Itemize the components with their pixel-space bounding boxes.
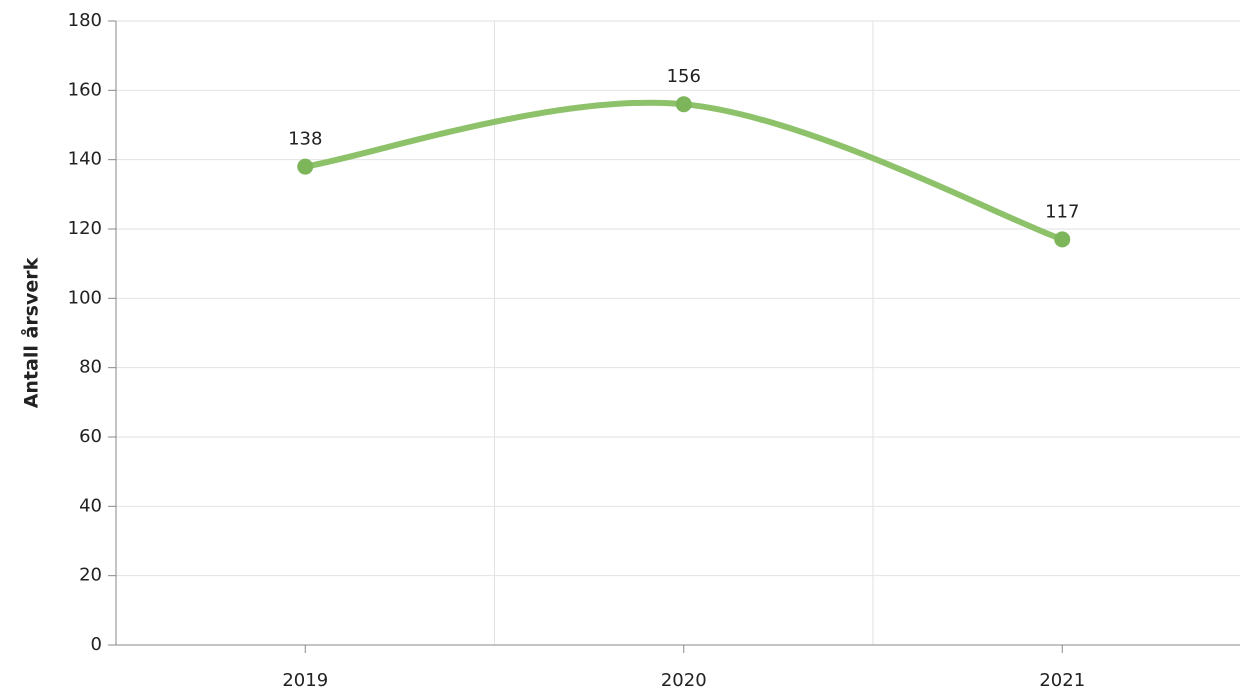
y-tick-label: 140: [68, 149, 102, 170]
marker: [1054, 231, 1071, 248]
data-label: 117: [1045, 201, 1079, 222]
x-tick-label: 2019: [282, 670, 328, 691]
y-tick-label: 20: [79, 565, 102, 586]
marker: [675, 96, 692, 113]
y-tick-label: 120: [68, 218, 102, 239]
y-tick-label: 60: [79, 426, 102, 447]
marker: [297, 158, 314, 175]
y-tick-label: 40: [79, 495, 102, 516]
y-tick-label: 80: [79, 357, 102, 378]
data-label: 156: [667, 66, 701, 87]
y-axis-label: Antall årsverk: [19, 257, 43, 408]
y-tick-label: 160: [68, 79, 102, 100]
x-tick-label: 2021: [1039, 670, 1085, 691]
y-tick-label: 0: [91, 634, 102, 655]
x-tick-label: 2020: [661, 670, 707, 691]
y-tick-label: 180: [68, 10, 102, 31]
y-tick-label: 100: [68, 287, 102, 308]
line: [302, 99, 1066, 243]
data-label: 138: [288, 129, 322, 150]
